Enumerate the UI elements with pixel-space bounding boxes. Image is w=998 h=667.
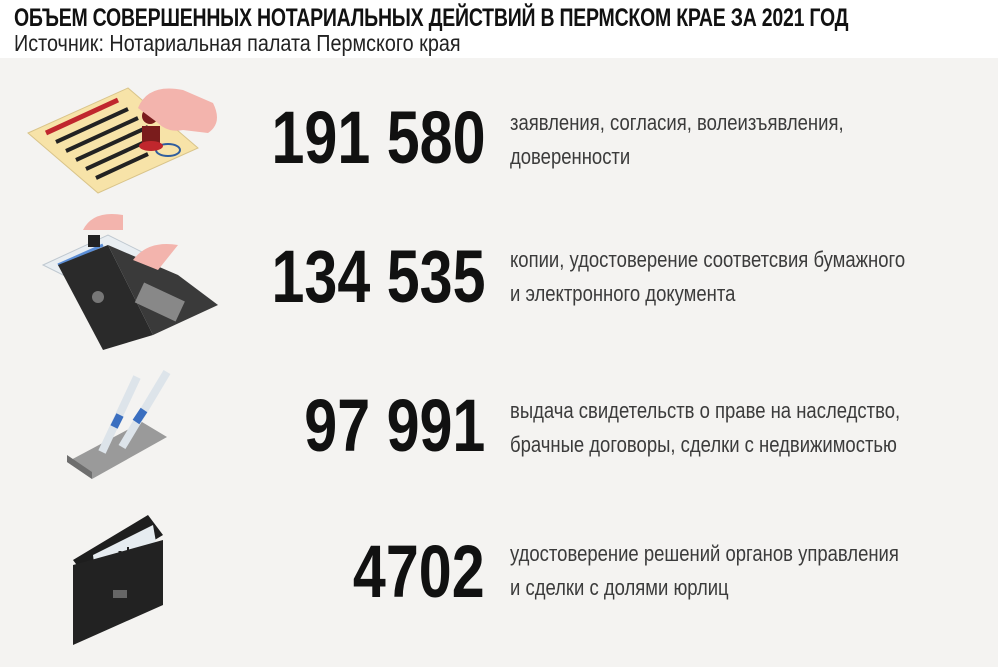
stat-value: 191 580	[271, 96, 485, 179]
description-line: и электронного документа	[510, 281, 736, 306]
description-line: доверенности	[510, 144, 631, 169]
folder-documents-icon	[73, 515, 163, 645]
description-line: копии, удостоверение соответсвия бумажно…	[510, 247, 906, 272]
stat-description: заявления, согласия, волеизъявления, дов…	[510, 106, 844, 174]
stat-value: 97 991	[303, 384, 485, 467]
description-line: брачные договоры, сделки с недвижимостью	[510, 432, 897, 457]
stat-row: 4702 удостоверение решений органов управ…	[0, 505, 998, 645]
description-line: и сделки с долями юрлиц	[510, 575, 729, 600]
description-line: заявления, согласия, волеизъявления,	[510, 110, 844, 135]
page-title: ОБЪЕМ СОВЕРШЕННЫХ НОТАРИАЛЬНЫХ ДЕЙСТВИЙ …	[14, 4, 849, 32]
stamp-document-icon	[27, 87, 217, 194]
stat-row: 134 535 копии, удостоверение соответсвия…	[0, 205, 998, 350]
stat-value: 134 535	[271, 235, 485, 318]
stat-description: выдача свидетельств о праве на наследств…	[510, 394, 900, 462]
stat-value: 4702	[353, 530, 485, 613]
stat-row: 191 580 заявления, согласия, волеизъявле…	[0, 68, 998, 208]
description-line: удостоверение решений органов управления	[510, 541, 899, 566]
stat-row: 97 991 выдача свидетельств о праве на на…	[0, 362, 998, 502]
stat-description: копии, удостоверение соответсвия бумажно…	[510, 243, 905, 311]
stat-description: удостоверение решений органов управления…	[510, 537, 899, 605]
source-label: Источник: Нотариальная палата Пермского …	[14, 30, 461, 56]
laptop-stamp-icon	[41, 214, 218, 350]
description-line: выдача свидетельств о праве на наследств…	[510, 398, 901, 423]
pens-icon	[67, 369, 171, 479]
